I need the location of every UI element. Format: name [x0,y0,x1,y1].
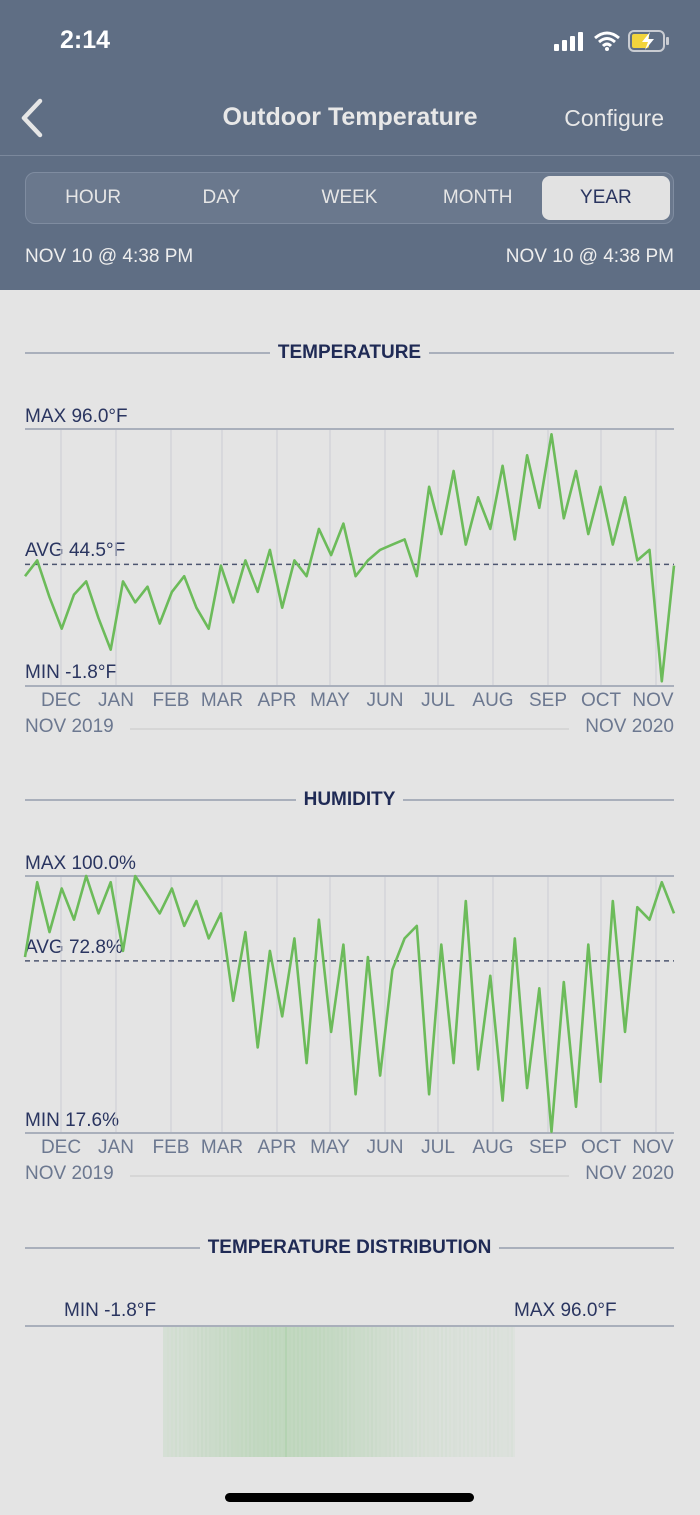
divider [25,1247,200,1249]
month-label: NOV [632,1137,674,1158]
battery-charging-icon [628,30,669,52]
divider [130,1175,569,1177]
month-label: NOV [632,690,674,711]
tab-day[interactable]: DAY [202,187,241,208]
month-label: SEP [528,690,568,711]
tab-year[interactable]: YEAR [541,176,671,220]
month-label: OCT [580,1137,622,1158]
divider [130,728,569,730]
month-label: OCT [580,690,622,711]
distribution-axis [25,1325,674,1327]
divider [429,352,674,354]
start-year-label: NOV 2019 [25,716,114,737]
month-label: AUG [472,1137,514,1158]
divider [25,799,296,801]
temperature-line-chart[interactable] [0,420,700,692]
divider [499,1247,674,1249]
month-label: MAY [310,1137,350,1158]
tab-month[interactable]: MONTH [442,187,513,208]
month-label: JAN [98,1137,134,1158]
month-label: DEC [40,690,82,711]
status-time: 2:14 [60,26,111,54]
temperature-distribution-band [163,1327,515,1457]
month-label: APR [257,690,297,711]
tab-hour[interactable]: HOUR [65,187,122,208]
chevron-left-icon [21,98,43,138]
month-label: FEB [152,690,190,711]
month-label: FEB [152,1137,190,1158]
tab-week[interactable]: WEEK [321,187,378,208]
temperature-min-label: MIN -1.8°F [25,662,118,683]
humidity-title: HUMIDITY [303,789,396,810]
time-range-segmented-control: HOUR DAY WEEK MONTH YEAR [25,172,674,224]
distribution-max-label: MAX 96.0°F [514,1300,617,1321]
month-label: DEC [40,1137,82,1158]
humidity-max-label: MAX 100.0% [25,853,136,874]
end-year-label: NOV 2020 [585,716,674,737]
temperature-title: TEMPERATURE [277,342,422,363]
humidity-year-axis: NOV 2019 NOV 2020 [25,1163,674,1187]
divider [25,352,270,354]
month-label: JAN [98,690,134,711]
distribution-section-title: TEMPERATURE DISTRIBUTION [25,1236,674,1260]
month-label: SEP [528,1137,568,1158]
month-label: JUN [366,1137,404,1158]
header: 2:14 Outdoor Temperature Configure HOUR [0,0,700,290]
month-label: JUL [421,690,455,711]
back-button[interactable] [18,98,48,138]
end-year-label: NOV 2020 [585,1163,674,1184]
humidity-line-chart[interactable] [0,867,700,1139]
month-label: MAY [310,690,350,711]
wifi-icon [594,31,620,51]
distribution-title: TEMPERATURE DISTRIBUTION [207,1237,492,1258]
status-icons [554,30,670,52]
month-label: MAR [200,690,244,711]
temperature-section-title: TEMPERATURE [25,341,674,365]
humidity-section-title: HUMIDITY [25,788,675,812]
configure-button[interactable]: Configure [564,105,664,131]
month-label: APR [257,1137,297,1158]
divider [403,799,675,801]
range-start: NOV 10 @ 4:38 PM [25,246,194,267]
start-year-label: NOV 2019 [25,1163,114,1184]
temperature-year-axis: NOV 2019 NOV 2020 [25,716,674,740]
temperature-month-axis: DEC JAN FEB MAR APR MAY JUN JUL AUG SEP OCT NOV [25,690,674,714]
signal-icon [554,32,583,51]
month-label: MAR [200,1137,244,1158]
distribution-min-label: MIN -1.8°F [64,1300,157,1321]
humidity-month-axis: DEC JAN FEB MAR APR MAY JUN JUL AUG SEP OCT NOV [25,1137,674,1161]
month-label: JUN [366,690,404,711]
month-label: AUG [472,690,514,711]
range-end: NOV 10 @ 4:38 PM [505,246,674,267]
humidity-avg-label: AVG 72.8% [25,937,123,958]
home-indicator[interactable] [225,1493,474,1502]
temperature-max-label: MAX 96.0°F [25,406,128,427]
month-label: JUL [421,1137,455,1158]
nav-divider [0,155,700,156]
temperature-avg-label: AVG 44.5°F [25,540,126,561]
humidity-min-label: MIN 17.6% [25,1110,119,1131]
